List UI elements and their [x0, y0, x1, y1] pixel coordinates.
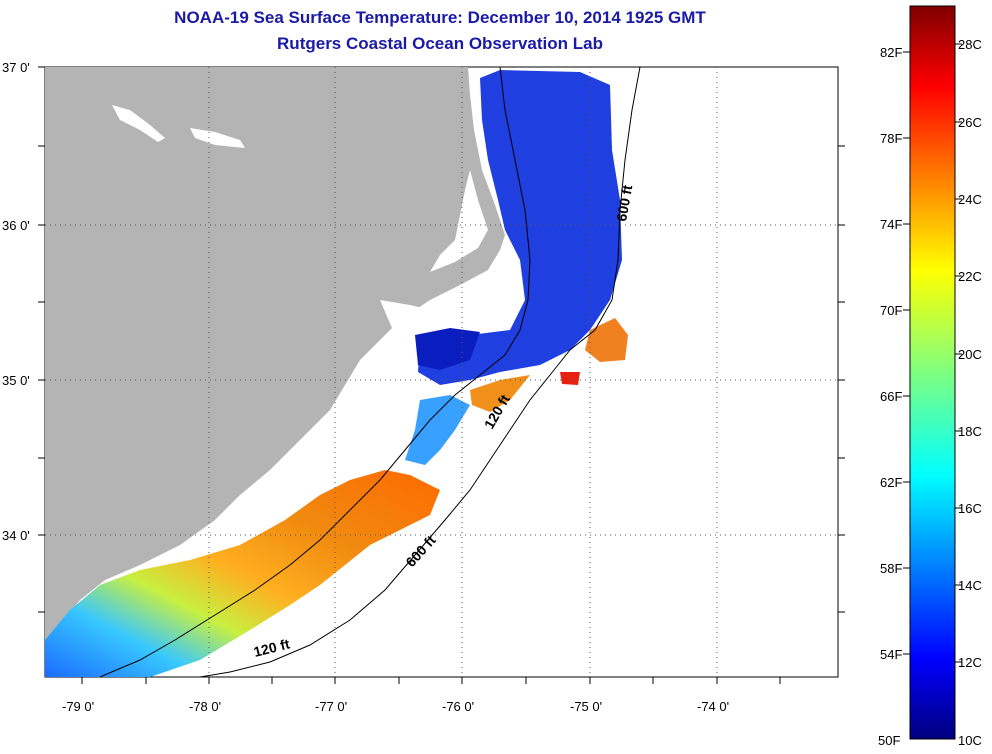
colorbar-c-label: 22C — [958, 269, 982, 284]
lat-tick-label: 37 0' — [2, 60, 30, 75]
river-water — [190, 128, 245, 148]
map-subtitle: Rutgers Coastal Ocean Observation Lab — [277, 34, 603, 53]
frame-ticks — [38, 66, 845, 684]
sst-hot-region — [560, 372, 580, 385]
lat-tick-label: 34 0' — [2, 528, 30, 543]
sound-water — [430, 170, 488, 272]
lat-tick-label: 35 0' — [2, 373, 30, 388]
lon-tick-label: -74 0' — [697, 699, 729, 714]
colorbar-c-label: 10C — [958, 733, 982, 748]
grid-lines — [45, 67, 838, 677]
colorbar-f-label: 50F — [878, 733, 900, 748]
colorbar-c-label: 14C — [958, 578, 982, 593]
colorbar-c-label: 28C — [958, 37, 982, 52]
colorbar-c-label: 12C — [958, 655, 982, 670]
land-mass — [45, 67, 505, 645]
colorbar-f-label: 62F — [880, 475, 902, 490]
contour-label: 600 ft — [613, 183, 635, 222]
sst-gradient-region — [45, 470, 440, 677]
lon-tick-label: -77 0' — [315, 699, 347, 714]
sst-cold-region — [415, 328, 480, 370]
colorbar-f-label: 54F — [880, 647, 902, 662]
colorbar — [909, 5, 956, 740]
sst-warm-region — [470, 375, 530, 412]
colorbar-c-label: 20C — [958, 347, 982, 362]
river-water — [112, 105, 165, 142]
colorbar-c-label: 26C — [958, 115, 982, 130]
contour-600ft — [199, 67, 641, 677]
map-title: NOAA-19 Sea Surface Temperature: Decembe… — [174, 8, 706, 27]
colorbar-f-label: 74F — [880, 217, 902, 232]
colorbar-c-label: 24C — [958, 192, 982, 207]
colorbar-c-label: 18C — [958, 424, 982, 439]
colorbar-f-label: 58F — [880, 561, 902, 576]
lon-tick-label: -76 0' — [442, 699, 474, 714]
lon-tick-label: -75 0' — [570, 699, 602, 714]
lon-tick-label: -79 0' — [62, 699, 94, 714]
colorbar-ticks — [903, 43, 962, 663]
colorbar-c-label: 16C — [958, 501, 982, 516]
colorbar-f-label: 82F — [880, 45, 902, 60]
colorbar-f-label: 78F — [880, 131, 902, 146]
contour-120ft — [99, 67, 531, 677]
sst-mid-region — [405, 395, 470, 465]
colorbar-f-label: 70F — [880, 303, 902, 318]
sst-cold-region — [418, 70, 622, 385]
lat-tick-label: 36 0' — [2, 218, 30, 233]
lon-tick-label: -78 0' — [189, 699, 221, 714]
colorbar-f-label: 66F — [880, 389, 902, 404]
